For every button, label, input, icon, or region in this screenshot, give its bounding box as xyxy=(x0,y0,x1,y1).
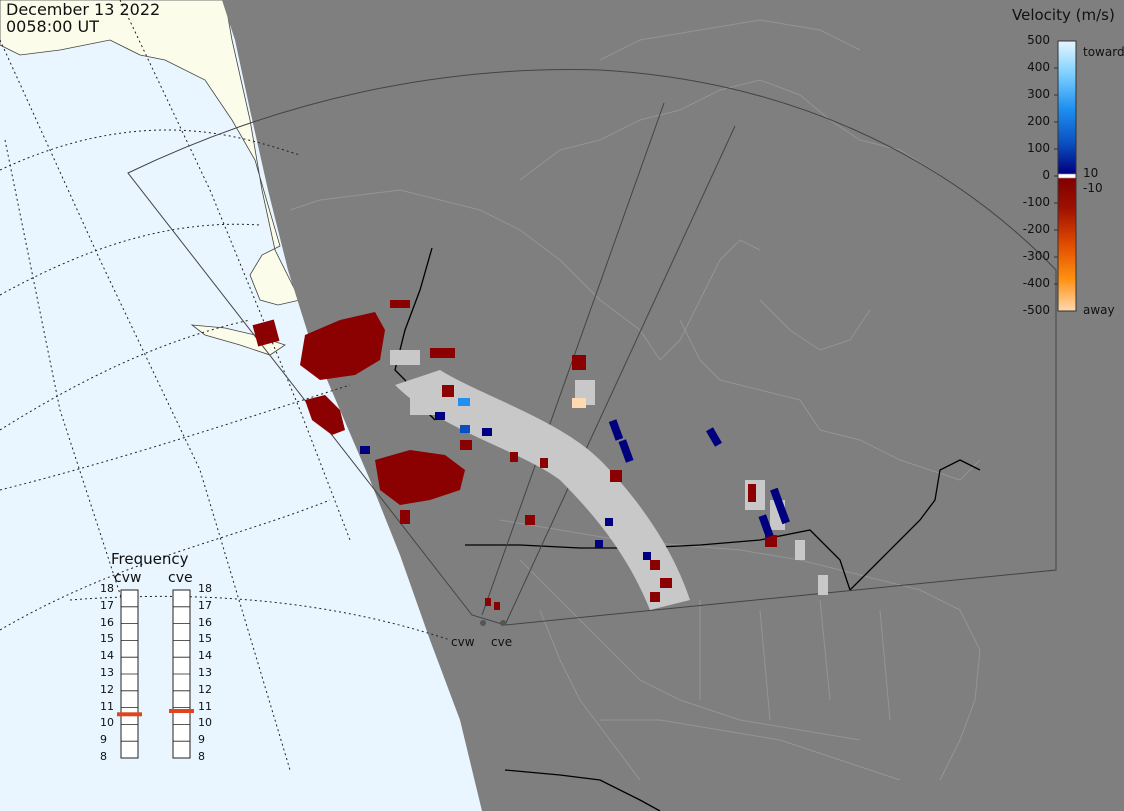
daylight-land xyxy=(0,0,301,356)
radar-site-cvw-marker xyxy=(480,620,486,626)
velocity-tick: 300 xyxy=(1027,87,1050,101)
frequency-scale-label: 9 xyxy=(100,733,107,747)
frequency-scale-label: 8 xyxy=(198,750,205,763)
frequency-scale-label: 10 xyxy=(100,716,114,730)
velocity-colorbar-ticks xyxy=(1054,67,1058,285)
time-label: 0058:00 UT xyxy=(6,17,100,36)
away-label: away xyxy=(1083,303,1115,317)
frequency-scale-label: 16 xyxy=(100,615,114,629)
minus-threshold-label: -10 xyxy=(1083,181,1103,195)
velocity-away-cells xyxy=(252,300,777,610)
frequency-scale-label: 17 xyxy=(198,598,212,612)
plus-threshold-label: 10 xyxy=(1083,166,1099,180)
frequency-marker-cve xyxy=(169,709,194,713)
lat-lon-grid xyxy=(0,0,451,771)
frequency-scale-label: 17 xyxy=(100,598,114,612)
frequency-scale-label: 14 xyxy=(100,649,114,663)
frequency-scale-label: 18 xyxy=(198,582,212,595)
frequency-scale-label: 14 xyxy=(198,649,212,663)
date-label: December 13 2022 xyxy=(6,0,161,19)
night-shade xyxy=(222,0,1124,811)
velocity-tick: -300 xyxy=(1022,249,1050,263)
radar-label-cvw: cvw xyxy=(114,570,142,586)
frequency-bar-cvw xyxy=(120,589,139,759)
toward-label: toward xyxy=(1083,45,1124,59)
frequency-title: Frequency xyxy=(111,550,189,568)
velocity-tick: 0 xyxy=(1042,168,1050,182)
velocity-tick: -100 xyxy=(1022,195,1050,209)
frequency-scale-label: 11 xyxy=(100,699,114,713)
frequency-scale-label: 18 xyxy=(100,582,114,595)
frequency-bar-cve xyxy=(172,589,191,759)
velocity-toward-cells xyxy=(360,398,790,560)
frequency-scale-label: 13 xyxy=(100,666,114,679)
frequency-scale-label: 9 xyxy=(198,733,205,747)
frequency-marker-cvw xyxy=(117,712,142,717)
velocity-tick: -500 xyxy=(1022,303,1050,317)
site-label-cve: cve xyxy=(491,635,513,649)
frequency-scale-label: 12 xyxy=(100,682,114,696)
velocity-scale-title: Velocity (m/s) xyxy=(1012,6,1115,24)
radar-label-cve: cve xyxy=(168,570,193,586)
frequency-scale-label: 10 xyxy=(198,716,212,730)
velocity-tick: -400 xyxy=(1022,276,1050,290)
frequency-scale-label: 8 xyxy=(100,750,107,763)
frequency-scale-label: 16 xyxy=(198,615,212,629)
site-label-cvw: cvw xyxy=(451,635,475,649)
velocity-tick: 500 xyxy=(1027,33,1050,47)
frequency-scale-label: 15 xyxy=(100,632,114,646)
velocity-colorbar xyxy=(1057,40,1077,312)
frequency-scale-label: 15 xyxy=(198,632,212,646)
radar-site-cve-marker xyxy=(500,620,506,626)
velocity-tick: 400 xyxy=(1027,60,1050,74)
velocity-tick: -200 xyxy=(1022,222,1050,236)
velocity-tick: 100 xyxy=(1027,141,1050,155)
frequency-scale-label: 12 xyxy=(198,682,212,696)
frequency-scale-label: 11 xyxy=(198,699,212,713)
velocity-tick: 200 xyxy=(1027,114,1050,128)
frequency-scale-label: 13 xyxy=(198,666,212,679)
